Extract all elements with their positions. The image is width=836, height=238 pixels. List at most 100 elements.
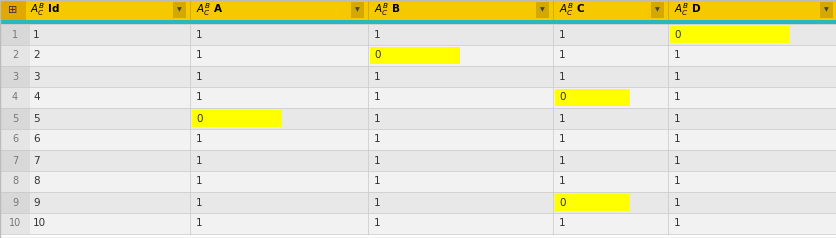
Text: 1: 1	[558, 177, 565, 187]
Bar	[173, 2, 186, 18]
Text: 1: 1	[558, 134, 565, 144]
Text: 1: 1	[196, 30, 202, 40]
Text: 1: 1	[673, 218, 680, 228]
Text: 8: 8	[33, 177, 39, 187]
Bar	[535, 2, 548, 18]
Bar	[0, 171, 836, 192]
Text: ⊞: ⊞	[8, 5, 18, 15]
Text: $A^B_C$ A: $A^B_C$ A	[196, 2, 223, 18]
Bar	[0, 20, 836, 24]
Bar	[0, 129, 30, 150]
Text: 0: 0	[196, 114, 202, 124]
Text: 1: 1	[558, 30, 565, 40]
Bar	[0, 213, 30, 234]
Text: ▼: ▼	[354, 8, 359, 13]
Text: 5: 5	[12, 114, 18, 124]
Text: 2: 2	[33, 50, 39, 60]
Bar	[0, 192, 30, 213]
Text: 0: 0	[673, 30, 680, 40]
Text: 1: 1	[196, 177, 202, 187]
Text: 1: 1	[374, 155, 380, 165]
Text: 1: 1	[558, 50, 565, 60]
Bar	[370, 47, 460, 64]
Text: 1: 1	[374, 198, 380, 208]
Bar	[0, 108, 836, 129]
Bar	[0, 150, 836, 171]
Text: 1: 1	[196, 93, 202, 103]
Text: 1: 1	[673, 71, 680, 81]
Bar	[0, 0, 26, 20]
Text: 1: 1	[673, 50, 680, 60]
Bar	[0, 87, 30, 108]
Bar	[819, 2, 832, 18]
Text: 1: 1	[673, 114, 680, 124]
Text: 6: 6	[33, 134, 39, 144]
Bar	[0, 66, 836, 87]
Bar	[554, 89, 630, 106]
Text: 1: 1	[374, 93, 380, 103]
Text: 10: 10	[33, 218, 46, 228]
Bar	[0, 66, 30, 87]
Text: 1: 1	[673, 93, 680, 103]
Text: 6: 6	[12, 134, 18, 144]
Text: ▼: ▼	[176, 8, 181, 13]
Text: 1: 1	[374, 177, 380, 187]
Text: 1: 1	[196, 198, 202, 208]
Text: $A^B_C$ Id: $A^B_C$ Id	[30, 2, 59, 18]
Text: 1: 1	[558, 155, 565, 165]
Text: 1: 1	[196, 134, 202, 144]
Bar	[0, 24, 30, 45]
Bar	[554, 194, 630, 211]
Bar	[669, 26, 789, 43]
Bar	[0, 171, 30, 192]
Text: $A^B_C$ D: $A^B_C$ D	[673, 2, 701, 18]
Text: ▼: ▼	[654, 8, 659, 13]
Text: 1: 1	[558, 114, 565, 124]
Text: 9: 9	[33, 198, 39, 208]
Text: 3: 3	[12, 71, 18, 81]
Bar	[0, 45, 836, 66]
Bar	[191, 110, 282, 127]
Bar	[0, 213, 836, 234]
Text: 1: 1	[558, 71, 565, 81]
Text: 7: 7	[12, 155, 18, 165]
Bar	[0, 108, 30, 129]
Text: 2: 2	[12, 50, 18, 60]
Bar	[0, 129, 836, 150]
Bar	[0, 87, 836, 108]
Text: 1: 1	[12, 30, 18, 40]
Text: 1: 1	[673, 155, 680, 165]
Text: 1: 1	[33, 30, 39, 40]
Text: 1: 1	[558, 218, 565, 228]
Bar	[0, 0, 836, 20]
Text: ▼: ▼	[823, 8, 828, 13]
Text: $A^B_C$ C: $A^B_C$ C	[558, 2, 584, 18]
Bar	[0, 24, 836, 45]
Text: 3: 3	[33, 71, 39, 81]
Text: 1: 1	[196, 218, 202, 228]
Text: 1: 1	[196, 50, 202, 60]
Text: ▼: ▼	[539, 8, 543, 13]
Text: 1: 1	[374, 30, 380, 40]
Text: 4: 4	[12, 93, 18, 103]
Text: 1: 1	[673, 198, 680, 208]
Text: 7: 7	[33, 155, 39, 165]
Text: 1: 1	[196, 155, 202, 165]
Text: 1: 1	[374, 134, 380, 144]
Bar	[0, 150, 30, 171]
Text: 8: 8	[12, 177, 18, 187]
Bar	[350, 2, 364, 18]
Text: 9: 9	[12, 198, 18, 208]
Text: 0: 0	[374, 50, 380, 60]
Text: 10: 10	[9, 218, 21, 228]
Bar	[0, 192, 836, 213]
Text: 1: 1	[673, 134, 680, 144]
Text: 1: 1	[374, 218, 380, 228]
Text: 1: 1	[673, 177, 680, 187]
Text: 1: 1	[374, 71, 380, 81]
Text: 4: 4	[33, 93, 39, 103]
Text: 0: 0	[558, 93, 565, 103]
Bar	[650, 2, 663, 18]
Text: 1: 1	[196, 71, 202, 81]
Text: 0: 0	[558, 198, 565, 208]
